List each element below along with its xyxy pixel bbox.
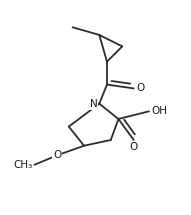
Text: O: O xyxy=(129,142,138,152)
Text: OH: OH xyxy=(151,106,167,116)
Text: CH₃: CH₃ xyxy=(13,160,32,170)
Text: O: O xyxy=(53,150,62,160)
Text: O: O xyxy=(136,83,144,93)
Text: N: N xyxy=(90,99,97,109)
